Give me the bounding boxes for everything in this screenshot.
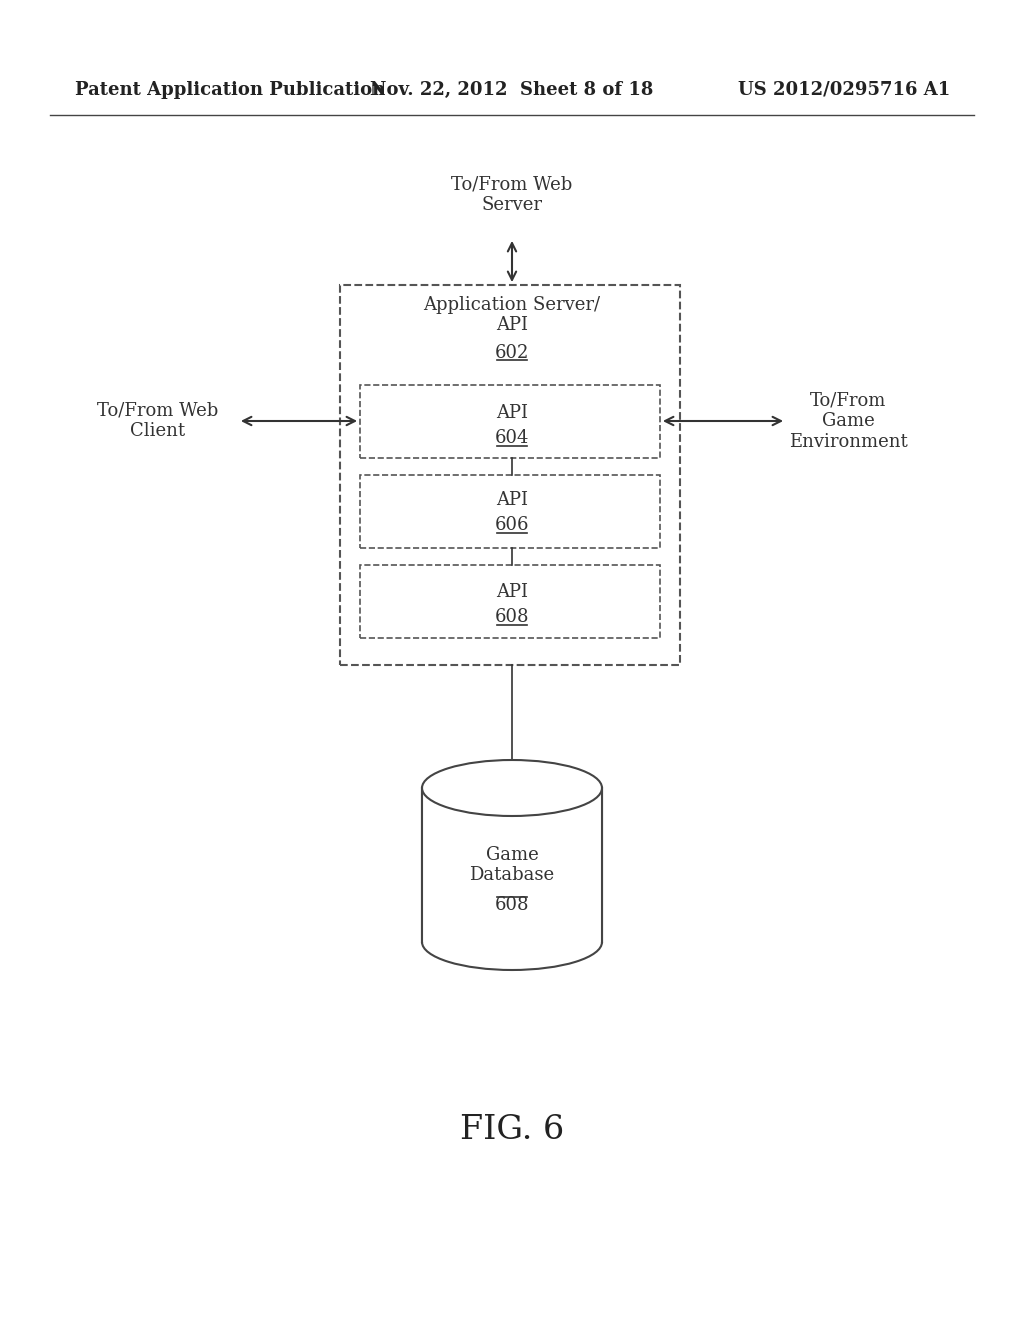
Text: Game
Database: Game Database [469,846,555,884]
Text: 604: 604 [495,429,529,447]
Text: API: API [496,491,528,510]
Ellipse shape [422,760,602,816]
Text: 608: 608 [495,609,529,626]
Bar [422,788,602,942]
Text: FIG. 6: FIG. 6 [460,1114,564,1146]
Text: US 2012/0295716 A1: US 2012/0295716 A1 [737,81,950,99]
Text: To/From Web
Client: To/From Web Client [97,401,219,441]
Text: 606: 606 [495,516,529,535]
Text: Patent Application Publication: Patent Application Publication [75,81,385,99]
Text: Nov. 22, 2012  Sheet 8 of 18: Nov. 22, 2012 Sheet 8 of 18 [371,81,653,99]
FancyBboxPatch shape [360,565,660,638]
FancyBboxPatch shape [340,285,680,665]
Text: To/From
Game
Environment: To/From Game Environment [788,391,907,451]
Text: To/From Web
Server: To/From Web Server [452,176,572,214]
Text: 602: 602 [495,345,529,362]
Text: API: API [496,583,528,601]
Text: Application Server/
API: Application Server/ API [424,296,600,334]
Text: API: API [496,404,528,422]
Text: 608: 608 [495,896,529,913]
FancyBboxPatch shape [360,475,660,548]
FancyBboxPatch shape [360,385,660,458]
